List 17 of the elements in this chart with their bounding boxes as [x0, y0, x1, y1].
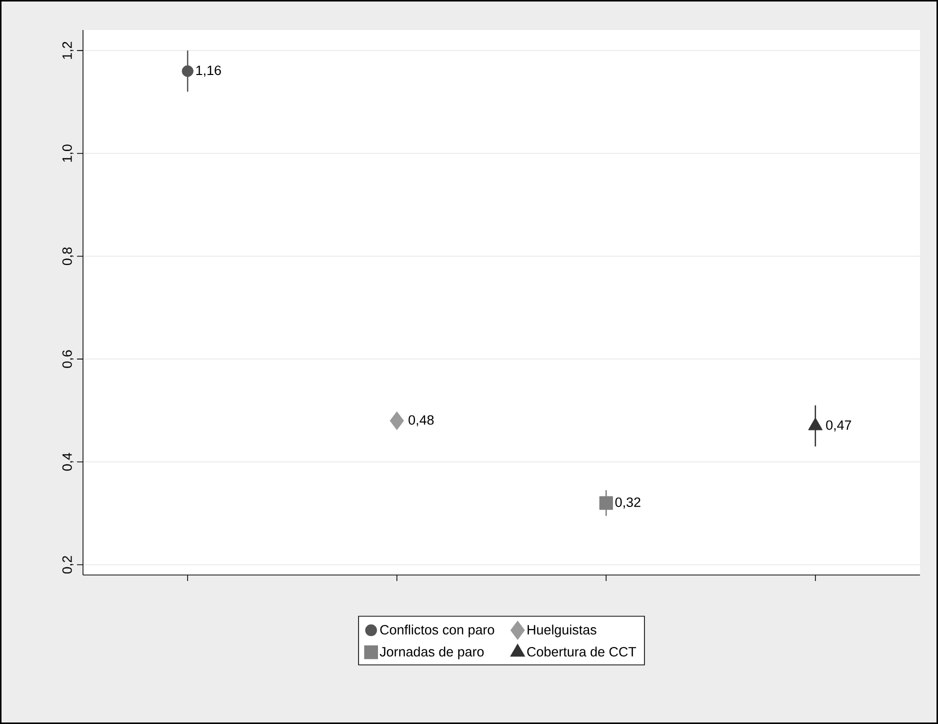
data-label: 1,16	[196, 66, 221, 77]
legend-label: Huelguistas	[528, 624, 596, 638]
point	[390, 412, 404, 430]
data-label: 0,48	[408, 415, 434, 426]
point	[182, 65, 194, 77]
legend-label: Jornadas de paro	[380, 646, 484, 660]
y-tick-label: 0,4	[62, 452, 74, 471]
data-label: 0,47	[826, 420, 852, 432]
legend-label: Conflictos con paro	[380, 624, 494, 638]
y-tick-label: 0,2	[62, 556, 74, 574]
y-tick-label: 1,0	[62, 144, 74, 162]
y-tick-label: 1,2	[62, 42, 74, 59]
y-tick-label: 0,6	[62, 350, 74, 368]
y-tick-label: 0,8	[62, 247, 74, 266]
point	[599, 496, 613, 510]
data-label: 0,32	[615, 497, 640, 509]
legend-label: Cobertura de CCT	[527, 646, 636, 657]
